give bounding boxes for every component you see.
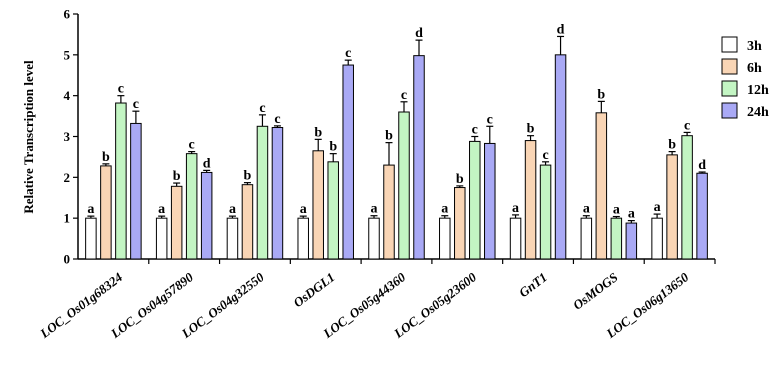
y-tick-label: 4 xyxy=(64,88,71,103)
legend-swatch xyxy=(721,102,738,119)
legend: 3h 6h 12h 24h xyxy=(721,36,769,120)
significance-label: c xyxy=(189,138,195,153)
bar xyxy=(130,122,142,260)
legend-swatch xyxy=(721,36,738,53)
significance-label: a xyxy=(583,202,590,217)
bar xyxy=(170,185,183,260)
bar xyxy=(271,127,284,260)
significance-label: b xyxy=(668,138,676,153)
bar xyxy=(454,187,466,260)
legend-label: 12h xyxy=(747,83,769,98)
significance-label: a xyxy=(628,207,635,222)
significance-label: c xyxy=(118,82,124,97)
bar xyxy=(651,217,663,260)
significance-label: c xyxy=(133,97,139,112)
bar xyxy=(696,172,708,260)
legend-label: 24h xyxy=(747,105,769,120)
significance-label: c xyxy=(345,46,351,61)
bar xyxy=(256,125,269,260)
significance-label: a xyxy=(512,201,519,216)
bar xyxy=(666,154,678,260)
bar xyxy=(327,161,339,260)
y-tick-label: 5 xyxy=(64,47,71,62)
significance-label: a xyxy=(87,202,94,217)
y-tick-label: 2 xyxy=(64,170,71,185)
y-axis-label: Relative Transcription level xyxy=(21,60,36,214)
significance-label: a xyxy=(613,203,620,218)
bar xyxy=(439,217,451,260)
bar xyxy=(539,164,552,260)
legend-swatch xyxy=(721,58,738,75)
bar xyxy=(413,55,425,260)
y-tick-label: 1 xyxy=(64,211,71,226)
bar xyxy=(625,222,638,260)
legend-swatch xyxy=(721,80,738,97)
bar xyxy=(524,140,537,260)
significance-label: b xyxy=(102,150,110,165)
bar xyxy=(681,135,693,260)
bar xyxy=(580,217,593,260)
significance-label: a xyxy=(229,202,236,217)
significance-label: d xyxy=(557,22,565,37)
bar xyxy=(595,112,608,260)
bar xyxy=(509,217,522,260)
significance-label: d xyxy=(698,158,706,173)
significance-label: b xyxy=(527,122,535,137)
significance-label: b xyxy=(597,87,605,102)
y-tick-label: 6 xyxy=(64,7,71,22)
significance-label: b xyxy=(314,125,322,140)
significance-label: a xyxy=(371,202,378,217)
significance-label: a xyxy=(654,200,661,215)
significance-label: b xyxy=(329,140,337,155)
bar xyxy=(185,153,198,260)
bar xyxy=(100,165,112,260)
bar xyxy=(398,111,410,260)
significance-label: c xyxy=(274,112,280,127)
significance-label: c xyxy=(542,148,548,163)
plot-area: 0123456abccLOC_Os01g68324abcdLOC_Os04g57… xyxy=(36,7,716,342)
significance-label: b xyxy=(385,129,393,144)
bar xyxy=(226,217,239,260)
bar xyxy=(610,217,623,260)
legend-label: 3h xyxy=(747,39,762,54)
significance-label: c xyxy=(684,118,690,133)
significance-label: c xyxy=(259,101,265,116)
significance-label: a xyxy=(158,202,165,217)
y-tick-label: 0 xyxy=(64,252,71,267)
y-tick-label: 3 xyxy=(64,129,71,144)
significance-label: a xyxy=(300,202,307,217)
significance-label: b xyxy=(456,172,464,187)
bar xyxy=(297,217,309,260)
bar xyxy=(484,142,496,260)
bar xyxy=(85,217,97,260)
bar xyxy=(155,217,168,260)
bar xyxy=(368,217,380,260)
significance-label: d xyxy=(203,156,211,171)
significance-label: c xyxy=(472,123,478,138)
significance-label: b xyxy=(173,169,181,184)
bar xyxy=(469,140,481,260)
bar xyxy=(200,171,213,260)
bar xyxy=(312,150,324,260)
legend-label: 6h xyxy=(747,61,762,76)
significance-label: b xyxy=(244,169,252,184)
category-label: OsMOGS xyxy=(570,269,621,312)
bar xyxy=(383,164,395,260)
significance-label: d xyxy=(415,26,423,41)
significance-label: c xyxy=(401,88,407,103)
bar xyxy=(241,184,254,260)
significance-label: a xyxy=(441,202,448,217)
category-label: GnT1 xyxy=(516,269,550,300)
bar xyxy=(554,54,567,260)
bar xyxy=(115,102,127,260)
category-label: OsDGL1 xyxy=(290,269,337,310)
bar xyxy=(342,64,354,260)
significance-label: c xyxy=(487,112,493,127)
